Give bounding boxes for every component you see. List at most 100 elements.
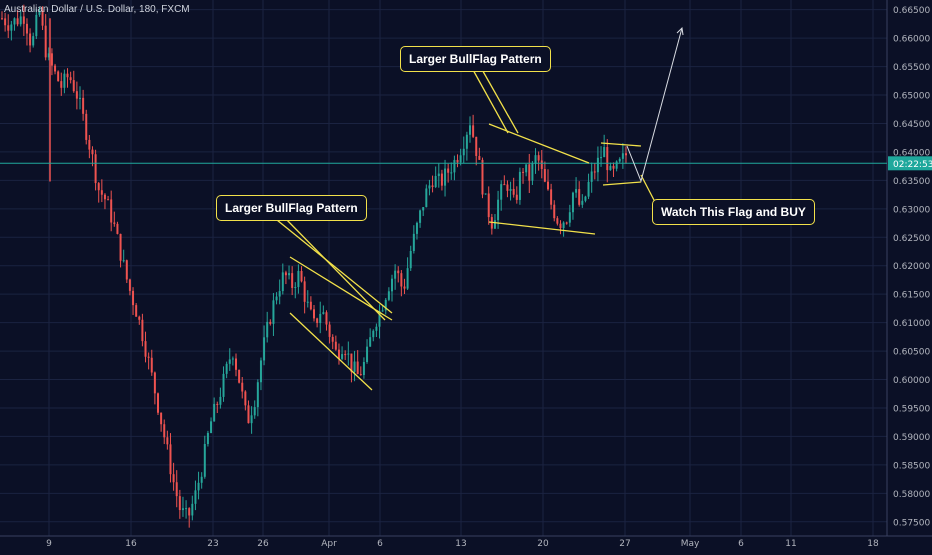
candle-body [244,391,247,406]
candle-body [472,125,475,137]
candle-body [197,482,200,491]
candle-body [138,316,141,320]
candle-body [459,155,462,163]
candle-body [116,223,119,234]
candle-body [122,260,125,262]
candle-body [621,153,624,159]
candle-body [415,222,418,234]
y-tick-label: 0.64500 [893,120,930,130]
candle-body [288,273,291,276]
candle-body [522,171,525,173]
candle-body [128,279,131,291]
candle-body [369,337,372,347]
candle-body [144,341,147,357]
candle-body [119,233,122,261]
y-tick-label: 0.63000 [893,205,930,215]
candle-body [284,272,287,276]
candle-body [341,354,344,359]
candle-body [378,310,381,327]
candle-body [615,161,618,169]
candle-body [593,171,596,173]
candle-body [553,204,556,219]
candle-body [228,359,231,364]
candle-body [406,268,409,289]
candle-body [584,196,587,201]
candle-body [578,189,581,205]
candle-body [562,222,565,229]
candle-body [306,301,309,303]
candle-body [250,415,253,424]
candle-body [453,159,456,173]
candle-body [497,199,500,221]
candle-body [319,313,322,323]
candle-body [269,321,272,324]
candle-body [238,369,241,383]
candle-body [157,393,159,413]
candle-body [69,77,72,81]
candle-body [618,158,621,162]
candle-body [512,188,515,195]
candle-body [63,73,66,88]
candle-body [57,71,60,82]
candle-body [185,508,188,510]
candle-body [456,159,459,163]
y-tick-label: 0.60500 [893,348,930,358]
candle-body [403,286,406,289]
candle-body [225,363,228,374]
candle-body [419,210,422,223]
candle-body [216,403,219,405]
candle-body [178,496,181,511]
y-tick-label: 0.65000 [893,92,930,102]
candle-body [440,173,443,186]
candle-body [409,250,412,269]
candle-body [547,181,549,190]
candle-body [19,16,22,25]
projection-arrowhead [676,26,684,36]
candle-body [469,125,471,135]
candle-body [247,405,250,424]
candle-body [160,412,163,425]
candle-body [400,273,403,287]
candle-body [1,18,3,20]
y-tick-label: 0.60000 [893,376,930,386]
candle-body [150,357,153,373]
candle-body [347,353,350,355]
candle-body [235,358,237,370]
candle-body [540,160,543,169]
candle-body [222,373,225,397]
y-tick-label: 0.62000 [893,262,930,272]
candle-body [334,341,337,350]
candle-body [175,482,178,497]
candle-body [322,312,325,314]
candle-body [38,10,41,15]
candle-body [506,184,509,191]
candle-body [316,318,319,323]
candle-body [97,183,100,191]
countdown-tag [888,156,932,171]
candles [1,4,627,528]
candle-body [600,157,603,159]
y-tick-label: 0.61500 [893,291,930,301]
x-tick-label: 23 [207,539,218,549]
candle-body [309,301,312,310]
x-tick-label: 6 [377,539,383,549]
candle-body [91,149,94,155]
candle-body [194,490,197,504]
candle-body [219,396,222,405]
candle-body [515,194,518,200]
candle-body [72,80,75,92]
candle-body [85,113,88,140]
x-tick-label: 9 [46,539,52,549]
candle-body [132,290,135,306]
candle-body [272,300,275,324]
candle-body [543,168,546,182]
y-tick-label: 0.59000 [893,433,930,443]
x-tick-label: 20 [537,539,549,549]
candle-body [163,424,166,438]
candle-body [447,168,450,173]
candle-body [625,153,627,156]
candle-body [291,273,294,288]
candle-body [147,356,150,358]
